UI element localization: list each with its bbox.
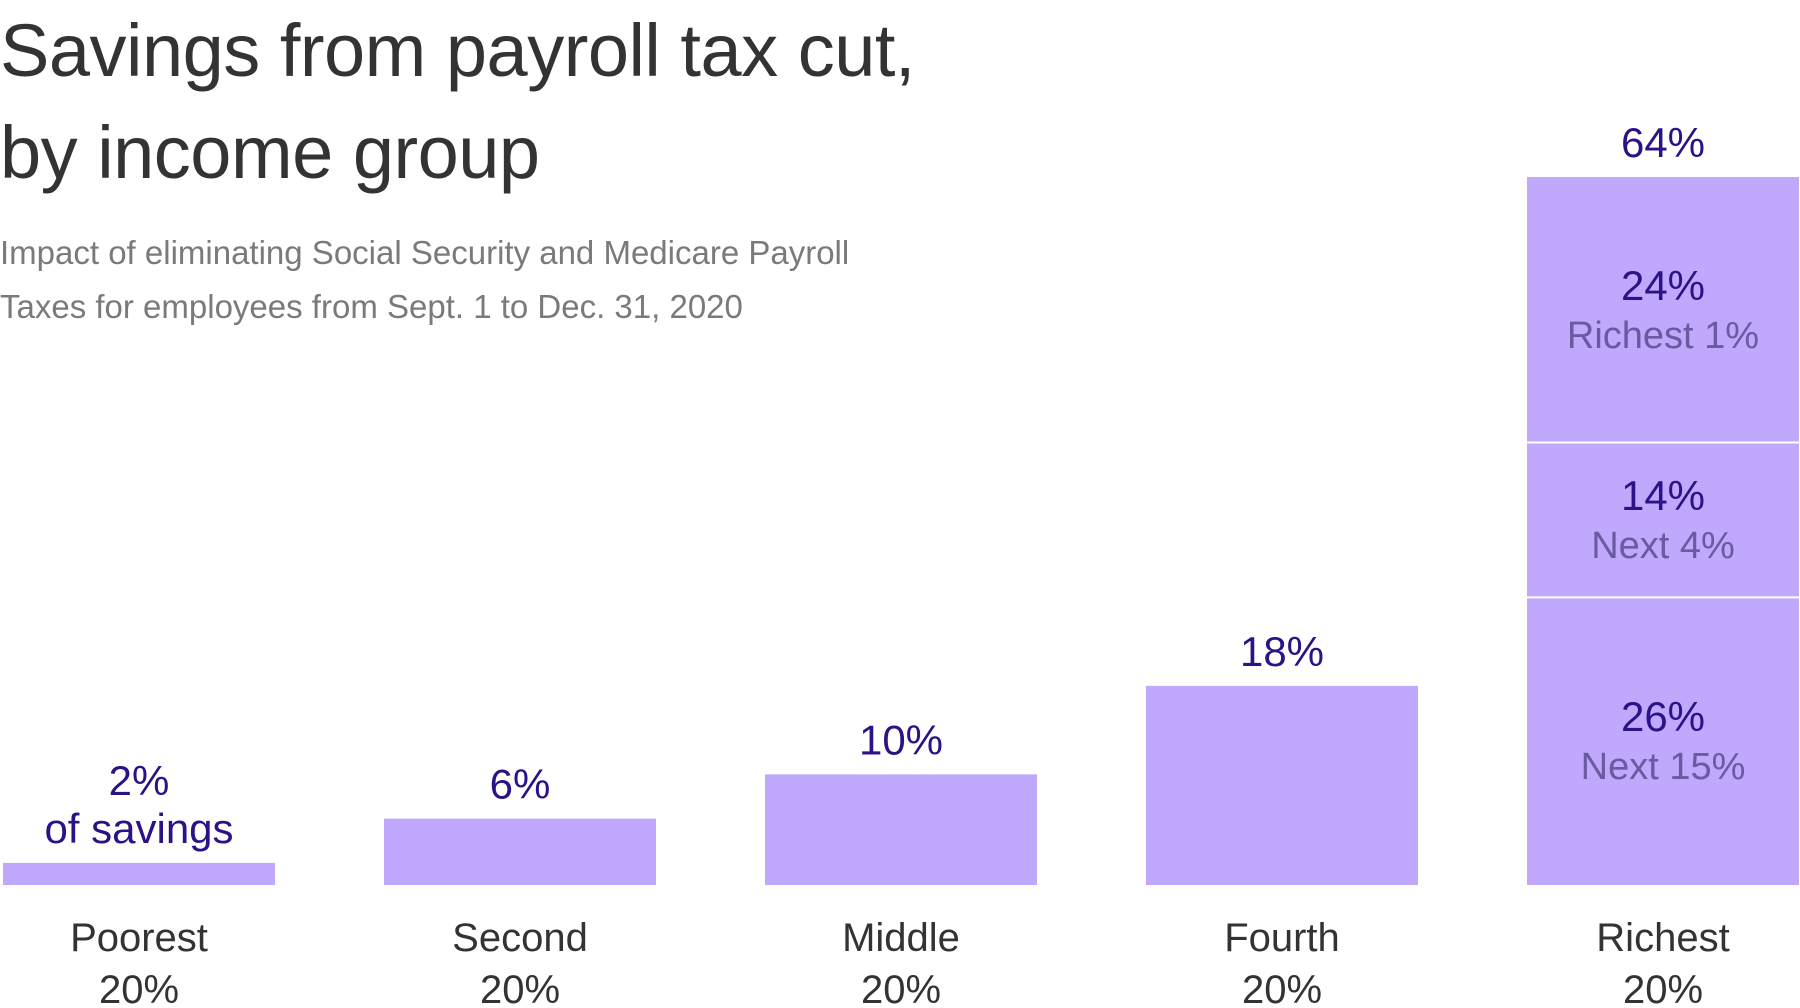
value-label-4-0: 64%: [1621, 119, 1705, 166]
segment-value-0: 26%: [1621, 693, 1705, 740]
value-label-2-0: 10%: [859, 716, 943, 763]
category-label-3-line-1: Fourth: [1224, 916, 1340, 960]
value-label-3-0: 18%: [1240, 628, 1324, 675]
value-label-0-1: of savings: [44, 805, 233, 852]
chart-subtitle-line-2: Taxes for employees from Sept. 1 to Dec.…: [0, 288, 743, 325]
chart-subtitle-line-1: Impact of eliminating Social Security an…: [0, 234, 850, 271]
bar-3: [1146, 685, 1418, 885]
bar-4: [1527, 177, 1799, 885]
category-label-2-line-1: Middle: [842, 916, 960, 960]
chart-title-line-1: Savings from payroll tax cut,: [0, 9, 915, 92]
segment-name-2: Richest 1%: [1567, 315, 1759, 357]
category-label-4-line-2: 20%: [1623, 968, 1703, 1008]
category-label-0-line-1: Poorest: [70, 916, 208, 960]
bar-1: [384, 818, 656, 885]
segment-value-1: 14%: [1621, 472, 1705, 519]
value-label-1-0: 6%: [490, 761, 551, 808]
chart-title: Savings from payroll tax cut, by income …: [0, 0, 915, 204]
category-label-1-line-2: 20%: [480, 968, 560, 1008]
segment-name-0: Next 15%: [1581, 746, 1746, 788]
category-label-0-line-2: 20%: [99, 968, 179, 1008]
bar-2: [765, 774, 1037, 885]
segment-value-2: 24%: [1621, 262, 1705, 309]
chart-subtitle: Impact of eliminating Social Security an…: [0, 226, 849, 334]
category-label-4-line-1: Richest: [1596, 916, 1729, 960]
segment-name-1: Next 4%: [1591, 525, 1735, 567]
chart-title-line-2: by income group: [0, 111, 540, 194]
category-label-1-line-1: Second: [452, 916, 588, 960]
category-label-2-line-2: 20%: [861, 968, 941, 1008]
value-label-0-0: 2%: [109, 757, 170, 804]
category-label-3-line-2: 20%: [1242, 968, 1322, 1008]
bar-0: [3, 862, 275, 885]
